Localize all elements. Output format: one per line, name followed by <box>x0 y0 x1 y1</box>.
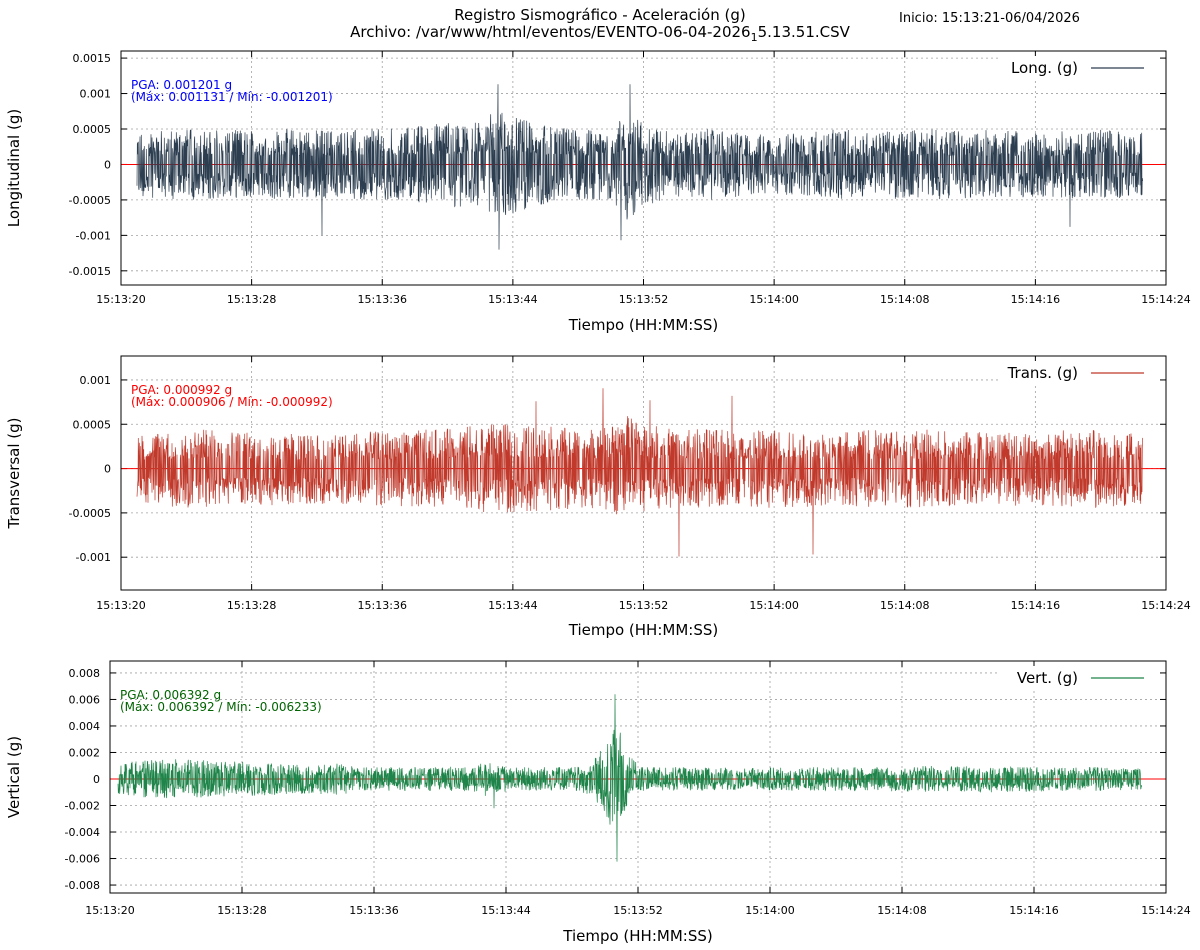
maxmin-annotation: (Máx: 0.000906 / Mín: -0.000992) <box>131 395 333 409</box>
plot-frame <box>120 355 1167 591</box>
x-tick-label: 15:13:20 <box>96 599 145 612</box>
x-tick-label: 15:13:52 <box>613 904 662 917</box>
y-tick-label: 0.008 <box>69 667 101 680</box>
y-tick-label: 0.004 <box>69 720 101 733</box>
y-tick-label: 0.002 <box>69 746 101 759</box>
y-tick-label: 0.001 <box>80 374 112 387</box>
x-tick-label: 15:14:16 <box>1011 293 1060 306</box>
y-tick-label: 0.0015 <box>73 52 112 65</box>
signal-trace <box>136 84 1144 250</box>
pga-annotation: PGA: 0.001201 g <box>131 78 232 92</box>
y-tick-label: 0 <box>93 773 100 786</box>
y-tick-label: 0.001 <box>80 88 112 101</box>
y-tick-label: -0.0005 <box>69 507 111 520</box>
y-tick-label: -0.001 <box>76 229 111 242</box>
x-tick-label: 15:13:44 <box>488 293 537 306</box>
y-tick-label: -0.0015 <box>69 265 111 278</box>
maxmin-annotation: (Máx: 0.006392 / Mín: -0.006233) <box>120 700 322 714</box>
x-tick-label: 15:13:36 <box>358 599 407 612</box>
pga-annotation: PGA: 0.006392 g <box>120 688 221 702</box>
x-tick-label: 15:13:44 <box>488 599 537 612</box>
y-tick-label: -0.006 <box>65 853 100 866</box>
x-tick-label: 15:14:16 <box>1011 599 1060 612</box>
x-tick-label: 15:14:24 <box>1141 904 1190 917</box>
x-tick-label: 15:13:20 <box>96 293 145 306</box>
x-axis-label: Tiempo (HH:MM:SS) <box>562 927 712 945</box>
x-tick-label: 15:13:44 <box>481 904 530 917</box>
x-axis-label: Tiempo (HH:MM:SS) <box>568 316 718 334</box>
y-axis-label: Transversal (g) <box>5 417 23 529</box>
x-tick-label: 15:14:08 <box>877 904 926 917</box>
x-tick-label: 15:14:00 <box>749 599 798 612</box>
maxmin-annotation: (Máx: 0.001131 / Mín: -0.001201) <box>131 90 333 104</box>
x-tick-label: 15:14:08 <box>880 599 929 612</box>
y-tick-label: 0.0005 <box>73 123 112 136</box>
signal-trace <box>136 388 1144 557</box>
x-tick-label: 15:13:28 <box>217 904 266 917</box>
file-path-prefix: Archivo: /var/www/html/eventos/EVENTO-06… <box>350 23 751 41</box>
file-path-label: Archivo: /var/www/html/eventos/EVENTO-06… <box>350 23 850 44</box>
legend-label: Trans. (g) <box>1007 364 1078 382</box>
y-tick-label: -0.001 <box>76 551 111 564</box>
y-tick-label: 0.006 <box>69 693 101 706</box>
y-tick-label: 0 <box>104 463 111 476</box>
x-axis-label: Tiempo (HH:MM:SS) <box>568 621 718 639</box>
x-tick-label: 15:14:24 <box>1141 599 1190 612</box>
y-tick-label: -0.002 <box>65 800 100 813</box>
x-tick-label: 15:13:52 <box>619 293 668 306</box>
pga-annotation: PGA: 0.000992 g <box>131 383 232 397</box>
legend-label: Long. (g) <box>1011 59 1078 77</box>
x-tick-label: 15:13:52 <box>619 599 668 612</box>
x-tick-label: 15:13:20 <box>85 904 134 917</box>
signal-trace <box>117 694 1143 862</box>
x-tick-label: 15:14:08 <box>880 293 929 306</box>
y-axis-label: Longitudinal (g) <box>5 109 23 227</box>
x-tick-label: 15:14:24 <box>1141 293 1190 306</box>
y-tick-label: -0.004 <box>65 826 100 839</box>
file-path-subscript: 1 <box>750 31 758 44</box>
x-tick-label: 15:14:16 <box>1009 904 1058 917</box>
y-tick-label: -0.0005 <box>69 194 111 207</box>
legend-label: Vert. (g) <box>1017 669 1078 687</box>
plot-frame <box>120 50 1167 286</box>
x-tick-label: 15:13:28 <box>227 293 276 306</box>
x-tick-label: 15:14:00 <box>749 293 798 306</box>
file-path-suffix: 5.13.51.CSV <box>757 23 850 41</box>
x-tick-label: 15:13:36 <box>349 904 398 917</box>
y-tick-label: -0.008 <box>65 879 100 892</box>
y-tick-label: 0.0005 <box>73 418 112 431</box>
plot-frame <box>109 660 1167 894</box>
chart-title: Registro Sismográfico - Aceleración (g) <box>454 6 746 24</box>
x-tick-label: 15:13:36 <box>358 293 407 306</box>
x-tick-label: 15:13:28 <box>227 599 276 612</box>
start-time-label: Inicio: 15:13:21-06/04/2026 <box>899 11 1080 26</box>
y-tick-label: 0 <box>104 158 111 171</box>
x-tick-label: 15:14:00 <box>745 904 794 917</box>
y-axis-label: Vertical (g) <box>5 736 23 818</box>
